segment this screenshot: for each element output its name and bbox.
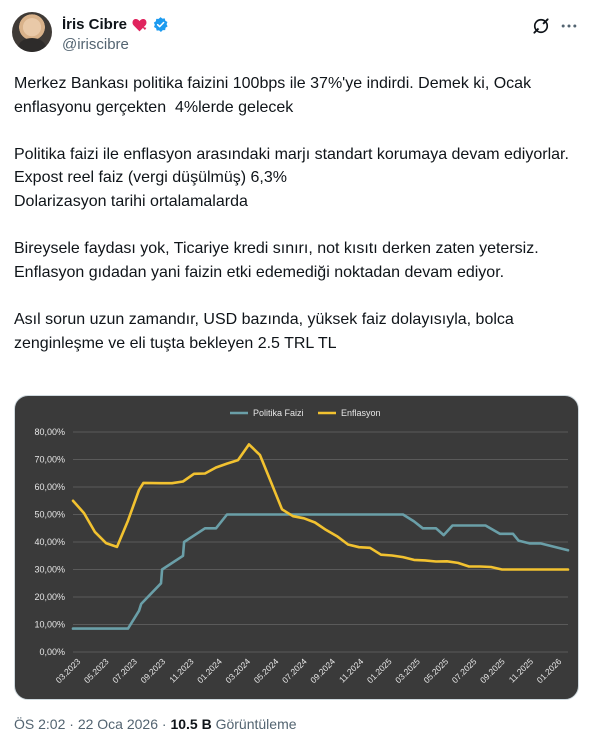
tweet-paragraph: Bireysele faydası yok, Ticariye kredi sı… [14,240,544,281]
x-tick-label: 05.2023 [82,656,111,685]
y-tick-label: 0,00% [39,647,65,657]
x-tick-label: 05.2024 [252,656,281,685]
tweet-paragraph: Asıl sorun uzun zamandır, USD bazında, y… [14,310,519,352]
y-tick-label: 20,00% [34,592,65,602]
y-tick-label: 60,00% [34,482,65,492]
tweet-date[interactable]: 22 Oca 2026 [77,716,158,730]
x-tick-label: 05.2025 [421,656,450,685]
avatar[interactable] [12,12,52,52]
y-tick-label: 70,00% [34,455,65,465]
x-tick-label: 09.2023 [138,656,167,685]
x-tick-label: 07.2024 [280,656,309,685]
tweet-paragraph: Merkez Bankası politika faizini 100bps i… [14,75,536,116]
author-display-name[interactable]: İris Cibre [62,15,128,33]
y-tick-label: 40,00% [34,537,65,547]
y-tick-label: 80,00% [34,427,65,437]
y-tick-label: 30,00% [34,565,65,575]
legend-label: Politika Faizi [253,408,304,418]
x-tick-label: 03.2024 [223,656,252,685]
line-chart: 0,00% 10,00% 20,00% 30,00% 40,00% 50,00% 60,00… [34,408,570,685]
x-tick-label: 11.2024 [337,656,366,685]
tweet-header: İris Cibre @iriscibre [0,0,593,64]
x-tick-label: 03.2025 [393,656,422,685]
y-tick-label: 50,00% [34,510,65,520]
tweet-time[interactable]: ÖS 2:02 [14,716,66,730]
x-tick-label: 09.2024 [308,656,337,685]
series-line-politika-faizi [71,513,570,630]
x-tick-label: 09.2025 [478,656,507,685]
tweet-media-chart[interactable]: 0,00% 10,00% 20,00% 30,00% 40,00% 50,00% 60,00… [14,395,579,700]
author-handle[interactable]: @iriscibre [62,36,129,53]
tweet-meta: ÖS 2:02 · 22 Oca 2026 · 10.5 B Görüntüle… [14,716,297,730]
views-label: Görüntüleme [215,716,297,730]
y-tick-label: 10,00% [34,620,65,630]
tweet-text: Merkez Bankası politika faizini 100bps i… [14,72,584,355]
meta-separator: · [161,716,167,730]
x-tick-label: 01.2024 [195,656,224,685]
more-options-icon[interactable] [558,16,580,36]
x-tick-label: 11.2023 [167,656,196,685]
tweet-paragraph: Politika faizi ile enflasyon arasındaki … [14,145,569,210]
x-tick-label: 01.2025 [365,656,394,685]
grok-icon[interactable] [531,16,551,36]
x-tick-label: 11.2025 [507,656,536,685]
x-tick-label: 01.2026 [535,656,564,685]
x-tick-label: 07.2023 [110,656,139,685]
views-count: 10.5 B [170,716,212,730]
x-tick-label: 07.2025 [450,656,479,685]
series-line-enflasyon [71,443,570,571]
verified-badge-icon[interactable] [152,16,169,33]
heart-icon [132,18,147,31]
meta-separator: · [69,716,74,730]
author-name-row: İris Cibre [62,14,169,34]
x-tick-label: 03.2023 [54,656,83,685]
legend-label: Enflasyon [341,408,381,418]
